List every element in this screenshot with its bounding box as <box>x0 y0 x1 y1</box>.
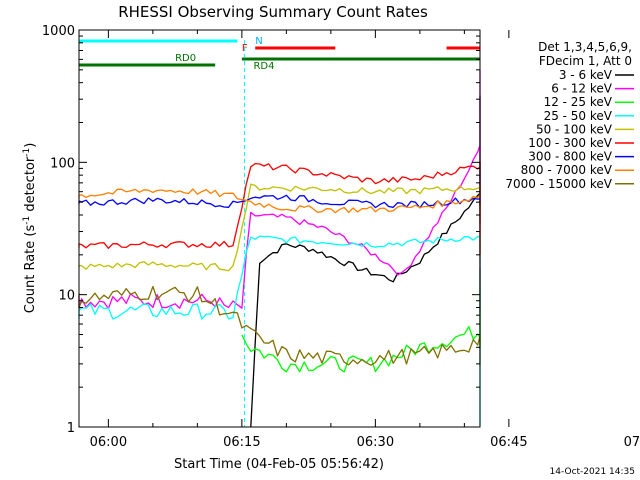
x-tick-label: 06:45 <box>490 435 527 450</box>
rd4-label: RD4 <box>253 61 274 72</box>
x-tick-label: 06:00 <box>90 435 127 450</box>
legend-entry-label: 7000 - 15000 keV <box>505 177 612 191</box>
generation-timestamp: 14-Oct-2021 14:35 <box>550 467 635 477</box>
y-axis-label-end: ) <box>23 143 38 148</box>
series-line-8 <box>78 267 481 366</box>
series-line-0 <box>250 95 481 428</box>
x-tick-label: 06:30 <box>357 435 394 450</box>
x-tick-label: 06:15 <box>223 435 260 450</box>
x-axis-label: Start Time (04-Feb-05 05:56:42) <box>174 457 384 472</box>
y-axis-label-sup1: -1 <box>22 216 32 225</box>
legend-entry-label: 50 - 100 keV <box>536 122 613 136</box>
series-line-6 <box>78 161 481 209</box>
y-axis-label-rest: detector <box>23 156 38 216</box>
y-tick-label: 1 <box>67 421 75 436</box>
legend-entry-label: 6 - 12 keV <box>551 82 613 96</box>
event-marker-lines <box>244 40 246 427</box>
y-tick-label: 10 <box>58 289 75 304</box>
legend-header-detectors: Det 1,3,4,5,6,9, <box>538 40 632 54</box>
series-line-3 <box>78 235 481 427</box>
rd0-label: RD0 <box>175 53 196 64</box>
x-tick-label: 07:00 <box>624 435 640 450</box>
legend-entry-label: 100 - 300 keV <box>528 136 612 150</box>
series-line-7 <box>78 159 481 214</box>
y-axis: 1 10 100 1000 <box>42 24 480 436</box>
series-line-4 <box>78 182 481 272</box>
series-line-2 <box>241 286 481 373</box>
legend-entry-label: 3 - 6 keV <box>559 68 613 82</box>
chart-title: RHESSI Observing Summary Count Rates <box>118 3 428 21</box>
legend: Det 1,3,4,5,6,9, FDecim 1, Att 0 3 - 6 k… <box>505 40 634 191</box>
plot-frame <box>78 29 481 428</box>
y-axis-label-sup2: -1 <box>22 148 32 157</box>
legend-entry-label: 300 - 800 keV <box>528 150 612 164</box>
legend-entry-label: 12 - 25 keV <box>544 95 613 109</box>
y-axis-label: Count Rate (s-1 detector-1) <box>22 143 38 314</box>
legend-header-decimation: FDecim 1, Att 0 <box>539 54 632 68</box>
y-tick-label: 100 <box>50 156 75 171</box>
legend-entry-label: 25 - 50 keV <box>544 109 613 123</box>
legend-entry-label: 800 - 7000 keV <box>521 163 613 177</box>
y-axis-label-main: Count Rate (s <box>23 225 38 314</box>
series-layer <box>78 69 481 428</box>
y-tick-label: 1000 <box>42 24 75 39</box>
saa-label: N <box>255 36 262 47</box>
observing-flag-bars: NFRD0RD4 <box>79 36 480 72</box>
